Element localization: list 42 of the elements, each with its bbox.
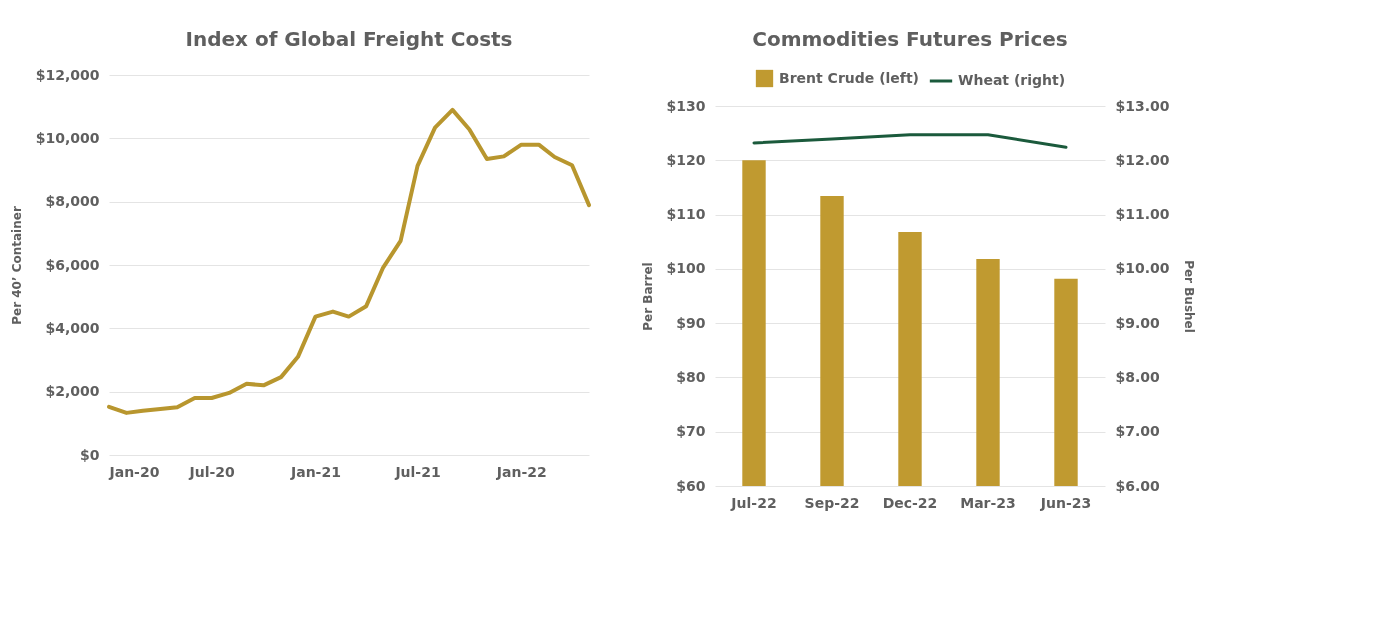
line-series (752, 133, 1068, 149)
y-tick-label: $12,000 (35, 66, 100, 83)
y2-tick-label: $8.00 (1115, 368, 1161, 385)
y2-tick-label: $12.00 (1115, 151, 1170, 168)
y-tick-label: $6,000 (45, 256, 100, 273)
y-tick-label: $0 (80, 446, 100, 463)
x-tick-label: Jun-23 (1039, 494, 1092, 511)
y-tick-label: $110 (666, 206, 706, 223)
x-tick-label: Jan-21 (289, 463, 341, 480)
x-tick-label: Jul-22 (730, 494, 777, 511)
y2-tick-label: $7.00 (1115, 423, 1161, 440)
x-tick-label: Jul-20 (188, 463, 236, 480)
y-tick-label: $100 (666, 260, 706, 277)
chart-title: Index of Global Freight Costs (185, 27, 513, 51)
y2-tick-label: $10.00 (1115, 260, 1170, 277)
legend-label: Wheat (right) (958, 72, 1066, 88)
y-tick-label: $60 (676, 477, 706, 494)
y2-tick-label: $6.00 (1115, 477, 1161, 494)
x-tick-label: Jan-22 (495, 463, 547, 480)
x-tick-label: Mar-23 (960, 494, 1016, 511)
y-tick-label: $8,000 (45, 193, 100, 210)
y2-tick-label: $11.00 (1115, 206, 1170, 223)
y2-axis-title: Per Bushel (1181, 260, 1196, 333)
y2-tick-label: $13.00 (1115, 97, 1170, 114)
x-tick-label: Dec-22 (882, 494, 938, 511)
y-tick-label: $80 (676, 368, 706, 385)
x-tick-label: Jan-20 (108, 463, 160, 480)
y-tick-label: $120 (666, 151, 706, 168)
line-series (107, 107, 591, 415)
y2-tick-label: $9.00 (1115, 314, 1161, 331)
y-axis-title: Per Barrel (640, 262, 655, 331)
y-tick-label: $130 (666, 97, 706, 114)
y-tick-label: $70 (676, 423, 706, 440)
y-tick-label: $10,000 (35, 129, 100, 146)
y-tick-label: $2,000 (45, 383, 100, 400)
x-tick-label: Jul-21 (394, 463, 441, 480)
y-tick-label: $4,000 (45, 319, 100, 336)
y-axis-title: Per 40’ Container (9, 206, 24, 325)
x-tick-label: Sep-22 (804, 494, 860, 511)
legend-label: Brent Crude (left) (779, 69, 920, 86)
y-tick-label: $90 (676, 314, 706, 331)
chart-title: Commodities Futures Prices (752, 27, 1068, 51)
